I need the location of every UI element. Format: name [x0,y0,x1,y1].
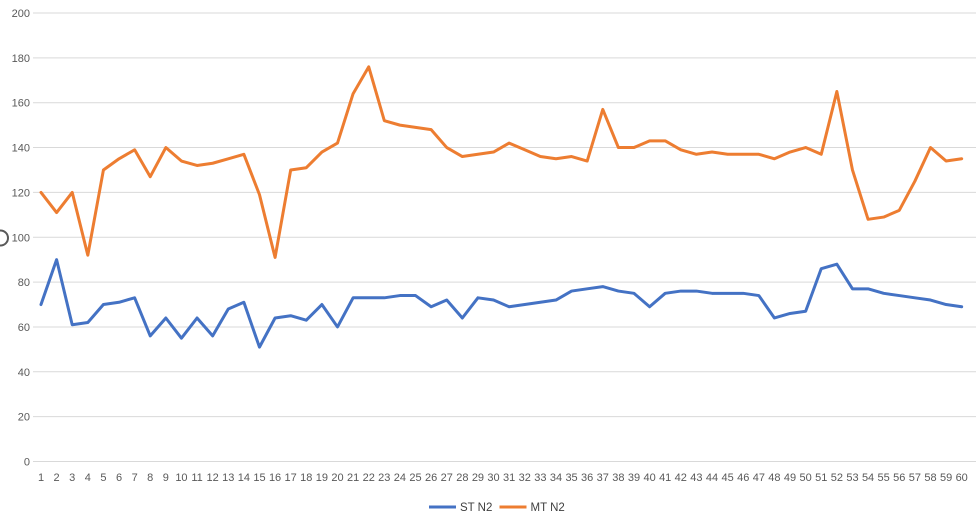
x-tick-label: 60 [956,472,968,484]
x-tick-label: 19 [316,472,328,484]
x-tick-label: 55 [878,472,890,484]
x-tick-label: 49 [784,472,796,484]
x-tick-label: 32 [519,472,531,484]
x-tick-label: 37 [597,472,609,484]
x-tick-label: 8 [147,472,153,484]
x-tick-label: 27 [441,472,453,484]
x-tick-label: 25 [409,472,421,484]
x-tick-label: 42 [675,472,687,484]
x-tick-label: 48 [768,472,780,484]
y-tick-label: 120 [12,187,30,199]
x-tick-label: 11 [191,472,202,484]
legend-item-mt-n2[interactable]: MT N2 [499,502,565,514]
x-tick-label: 1 [38,472,44,484]
x-tick-label: 22 [363,472,375,484]
x-tick-label: 10 [175,472,187,484]
x-tick-label: 12 [207,472,219,484]
x-tick-label: 35 [565,472,577,484]
x-tick-label: 58 [924,472,936,484]
x-tick-label: 21 [347,472,359,484]
y-tick-label: 20 [18,412,30,424]
x-tick-label: 29 [472,472,484,484]
y-tick-label: 80 [18,277,30,289]
x-tick-label: 34 [550,472,562,484]
x-tick-label: 51 [815,472,827,484]
y-tick-label: 160 [12,98,30,110]
x-tick-label: 16 [269,472,281,484]
x-tick-label: 40 [643,472,655,484]
y-tick-label: 0 [24,457,30,469]
x-tick-label: 52 [831,472,843,484]
x-tick-label: 24 [394,472,406,484]
y-axis-title-partial-glyph [0,229,9,247]
x-tick-label: 14 [238,472,250,484]
y-tick-label: 140 [12,143,30,155]
x-tick-label: 45 [721,472,733,484]
x-tick-label: 15 [253,472,265,484]
x-tick-label: 17 [285,472,297,484]
x-tick-label: 53 [846,472,858,484]
x-tick-label: 59 [940,472,952,484]
x-tick-label: 13 [222,472,234,484]
x-tick-label: 39 [628,472,640,484]
legend-label: MT N2 [531,502,565,514]
x-tick-label: 3 [69,472,75,484]
x-tick-label: 6 [116,472,122,484]
y-tick-label: 100 [12,232,30,244]
x-tick-label: 26 [425,472,437,484]
x-tick-label: 46 [737,472,749,484]
x-tick-label: 28 [456,472,468,484]
x-tick-label: 18 [300,472,312,484]
legend-item-st-n2[interactable]: ST N2 [429,502,492,514]
x-tick-label: 20 [331,472,343,484]
x-tick-label: 7 [132,472,138,484]
x-tick-label: 9 [163,472,169,484]
x-tick-label: 50 [800,472,812,484]
x-tick-label: 54 [862,472,874,484]
series-line-st-n2[interactable] [39,258,964,349]
y-tick-label: 60 [18,322,30,334]
y-tick-label: 200 [12,8,30,20]
x-tick-label: 36 [581,472,593,484]
x-tick-label: 44 [706,472,718,484]
x-tick-label: 31 [503,472,515,484]
x-tick-label: 38 [612,472,624,484]
x-tick-label: 43 [690,472,702,484]
y-tick-label: 40 [18,367,30,379]
x-tick-label: 23 [378,472,390,484]
x-tick-label: 2 [54,472,60,484]
x-tick-label: 5 [100,472,106,484]
x-tick-label: 4 [85,472,91,484]
y-tick-label: 180 [12,53,30,65]
x-tick-label: 57 [909,472,921,484]
legend-label: ST N2 [460,502,492,514]
series-line-mt-n2[interactable] [39,65,964,259]
x-tick-label: 47 [753,472,765,484]
x-tick-label: 30 [487,472,499,484]
x-tick-label: 41 [659,472,671,484]
x-tick-label: 33 [534,472,546,484]
x-tick-label: 56 [893,472,905,484]
